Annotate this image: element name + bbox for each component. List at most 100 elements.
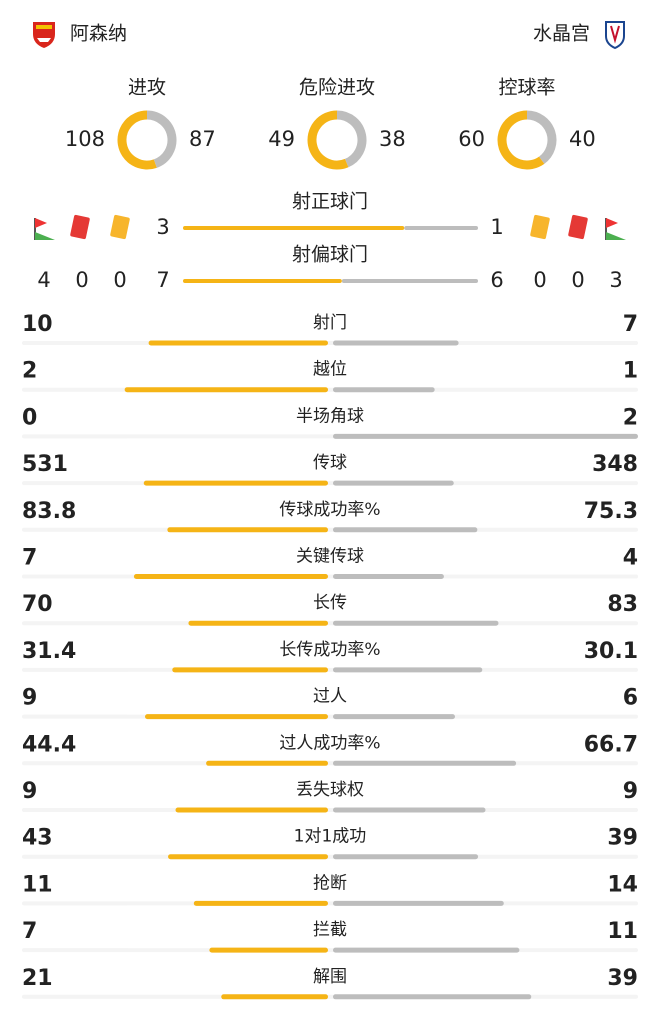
stat-label: 长传成功率% <box>279 640 380 660</box>
away-value: 83 <box>607 592 638 617</box>
away-icons <box>530 214 626 240</box>
away-corners: 3 <box>609 268 622 292</box>
stat-label: 过人成功率% <box>279 733 380 753</box>
away-arc <box>336 110 367 168</box>
home-red_cards: 0 <box>75 268 88 292</box>
away-yellow_cards: 0 <box>533 268 546 292</box>
away-bar <box>333 527 478 533</box>
away-value: 30.1 <box>584 639 638 664</box>
home-team: 阿森纳 <box>70 23 127 45</box>
away-bar <box>333 714 455 720</box>
shots-label: 射偏球门 <box>292 244 368 266</box>
home-value: 83.8 <box>22 499 76 524</box>
home-bar <box>175 807 328 813</box>
donut-label: 控球率 <box>498 77 555 99</box>
home-value: 31.4 <box>22 639 76 664</box>
stat-label: 半场角球 <box>296 406 364 426</box>
away-bar <box>333 480 454 486</box>
home-bar <box>188 620 328 626</box>
home-value: 3 <box>156 215 169 239</box>
bar-track <box>22 854 638 859</box>
away-value: 6 <box>490 268 503 292</box>
home-value: 44.4 <box>22 732 76 757</box>
away-bar <box>333 807 486 813</box>
away-bar <box>333 900 504 906</box>
away-value: 40 <box>569 127 596 151</box>
bar-track <box>22 341 638 345</box>
home-bar <box>145 714 328 720</box>
stat-label: 拦截 <box>313 920 347 940</box>
home-bar <box>183 279 342 283</box>
home-bar <box>124 387 329 393</box>
bar-track <box>22 621 638 626</box>
bar-track <box>22 667 638 672</box>
away-value: 87 <box>189 127 216 151</box>
away-value: 9 <box>623 779 638 804</box>
stat-label: 解围 <box>313 967 347 987</box>
home-value: 43 <box>22 826 53 851</box>
away-bar <box>333 433 638 439</box>
away-value: 348 <box>592 452 638 477</box>
home-value: 7 <box>22 919 37 944</box>
home-value: 49 <box>268 127 295 151</box>
donut-label: 进攻 <box>128 77 166 99</box>
away-red_cards: 0 <box>571 268 584 292</box>
home-value: 70 <box>22 592 53 617</box>
home-bar <box>148 340 328 346</box>
away-arc <box>146 110 177 168</box>
home-value: 108 <box>65 127 105 151</box>
away-bar <box>333 760 517 766</box>
away-value: 11 <box>607 919 638 944</box>
away-value: 38 <box>379 127 406 151</box>
away-bar <box>341 279 478 283</box>
donut-label: 危险进攻 <box>299 77 375 99</box>
away-value: 75.3 <box>584 499 638 524</box>
away-bar <box>404 226 478 230</box>
stat-label: 越位 <box>313 360 347 380</box>
home-bar <box>143 480 328 486</box>
away-value: 7 <box>623 312 638 337</box>
home-arc <box>117 110 157 170</box>
stat-label: 丢失球权 <box>296 780 364 800</box>
home-value: 10 <box>22 312 53 337</box>
away-value: 1 <box>623 359 638 384</box>
away-bar <box>333 854 479 860</box>
away-bar <box>333 994 532 1000</box>
stat-label: 1对1成功 <box>294 827 367 847</box>
bar-track <box>22 527 638 532</box>
home-arc <box>497 110 545 170</box>
away-value: 4 <box>623 546 638 571</box>
home-value: 7 <box>22 546 37 571</box>
away-bar <box>333 387 435 393</box>
home-value: 60 <box>458 127 485 151</box>
stat-label: 射门 <box>313 313 347 333</box>
home-value: 9 <box>22 779 37 804</box>
away-team: 水晶宫 <box>533 23 590 45</box>
away-value: 66.7 <box>584 732 638 757</box>
home-value: 9 <box>22 686 37 711</box>
stat-label: 传球成功率% <box>279 500 380 520</box>
bar-track <box>22 481 638 486</box>
home-value: 21 <box>22 966 53 991</box>
home-yellow_cards: 0 <box>113 268 126 292</box>
stat-label: 传球 <box>313 453 347 473</box>
home-value: 0 <box>22 405 37 430</box>
bar-track <box>22 948 638 953</box>
away-value: 6 <box>623 686 638 711</box>
away-bar <box>333 947 520 953</box>
home-bar <box>167 527 328 533</box>
bar-track <box>22 574 638 579</box>
away-bar <box>333 574 444 579</box>
stat-label: 抢断 <box>313 873 347 893</box>
home-bar <box>209 947 328 953</box>
home-value: 531 <box>22 452 68 477</box>
home-bar <box>206 760 328 766</box>
home-bar <box>221 994 328 1000</box>
stat-label: 关键传球 <box>296 547 364 567</box>
stat-label: 过人 <box>313 687 347 707</box>
away-logo <box>605 21 625 50</box>
away-value: 14 <box>607 872 638 897</box>
bar-track <box>22 808 638 812</box>
away-value: 1 <box>490 215 503 239</box>
